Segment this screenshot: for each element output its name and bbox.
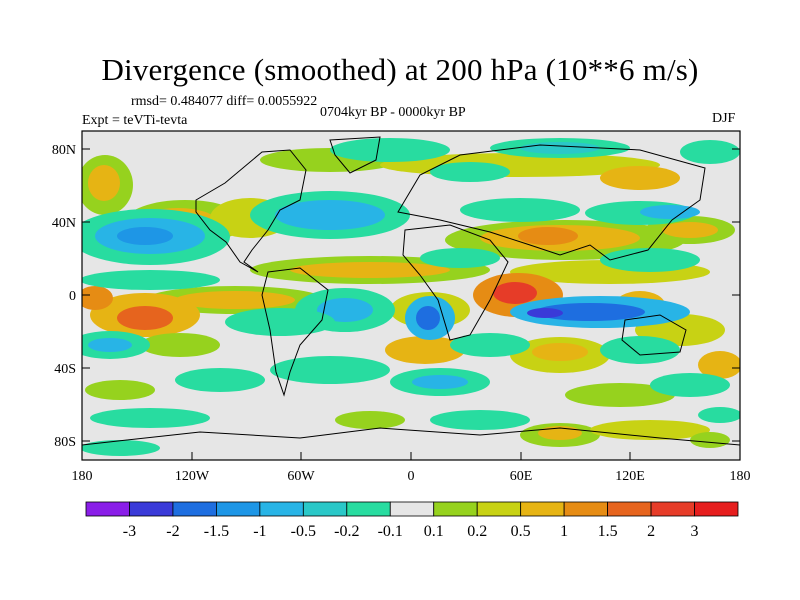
colorbar-label: -0.1 xyxy=(378,523,403,540)
lat-tick-label: 80S xyxy=(54,435,76,450)
season-label: DJF xyxy=(712,111,736,126)
colorbar-swatch xyxy=(172,501,217,517)
lat-tick-label: 0 xyxy=(69,289,76,304)
colorbar-swatch xyxy=(650,501,695,517)
eurasia-outline xyxy=(397,144,706,261)
greenland-outline xyxy=(329,136,381,174)
colorbar-swatch xyxy=(433,501,478,517)
lat-tick-label: 40S xyxy=(54,362,76,377)
latitude-axis: 80N 40N 0 40S 80S xyxy=(52,143,76,450)
colorbar-label: 0.5 xyxy=(511,523,531,540)
colorbar-label: 1 xyxy=(560,523,568,540)
colorbar: -3 -2 -1.5 -1 -0.5 -0.2 -0.1 0.1 0.2 0.5 1 1.5 2 3 xyxy=(85,501,739,540)
colorbar-swatch xyxy=(302,501,348,517)
negative-divergence-patches xyxy=(82,138,740,456)
colorbar-swatch xyxy=(85,501,130,517)
colorbar-swatch xyxy=(476,501,522,517)
coastlines xyxy=(82,136,740,446)
colorbar-label: 2 xyxy=(647,523,655,540)
colorbar-swatch xyxy=(563,501,609,517)
colorbar-swatch xyxy=(346,501,391,517)
colorbar-swatch xyxy=(520,501,565,517)
colorbar-swatch xyxy=(607,501,652,517)
australia-outline xyxy=(621,314,687,356)
lon-tick-label: 60W xyxy=(287,469,315,484)
divergence-field xyxy=(82,131,740,460)
colorbar-swatch xyxy=(694,501,739,517)
tick-marks xyxy=(81,148,741,460)
lon-tick-label: 180 xyxy=(730,469,751,484)
colorbar-label: -1.5 xyxy=(204,523,229,540)
lon-tick-label: 180 xyxy=(72,469,93,484)
lat-tick-label: 80N xyxy=(52,143,76,158)
lon-tick-label: 120W xyxy=(175,469,210,484)
colorbar-swatch xyxy=(215,501,261,517)
experiment-label: Expt = teVTi-tevta xyxy=(82,113,188,128)
colorbar-label: -3 xyxy=(123,523,136,540)
lon-tick-label: 120E xyxy=(615,469,645,484)
africa-outline xyxy=(402,224,509,341)
colorbar-label: 0.1 xyxy=(424,523,444,540)
colorbar-swatch xyxy=(129,501,174,517)
stats-text: rmsd= 0.484077 diff= 0.0055922 xyxy=(131,94,318,109)
colorbar-label: -2 xyxy=(166,523,179,540)
colorbar-swatch xyxy=(259,501,304,517)
colorbar-label: 0.2 xyxy=(467,523,487,540)
antarctica-outline xyxy=(82,427,740,446)
colorbar-label: 1.5 xyxy=(598,523,618,540)
colorbar-label: -0.5 xyxy=(291,523,316,540)
map-title: Divergence (smoothed) at 200 hPa (10**6 … xyxy=(101,52,699,87)
colorbar-label: -0.2 xyxy=(334,523,359,540)
colorbar-label: 3 xyxy=(691,523,699,540)
lon-tick-label: 60E xyxy=(510,469,533,484)
colorbar-label: -1 xyxy=(253,523,266,540)
north-america-outline xyxy=(195,149,307,273)
lon-tick-label: 0 xyxy=(408,469,415,484)
period-text: 0704kyr BP - 0000kyr BP xyxy=(320,105,466,120)
longitude-axis: 180 120W 60W 0 60E 120E 180 xyxy=(72,469,751,484)
lat-tick-label: 40N xyxy=(52,216,76,231)
colorbar-swatch xyxy=(389,501,435,517)
south-america-outline xyxy=(261,267,329,397)
